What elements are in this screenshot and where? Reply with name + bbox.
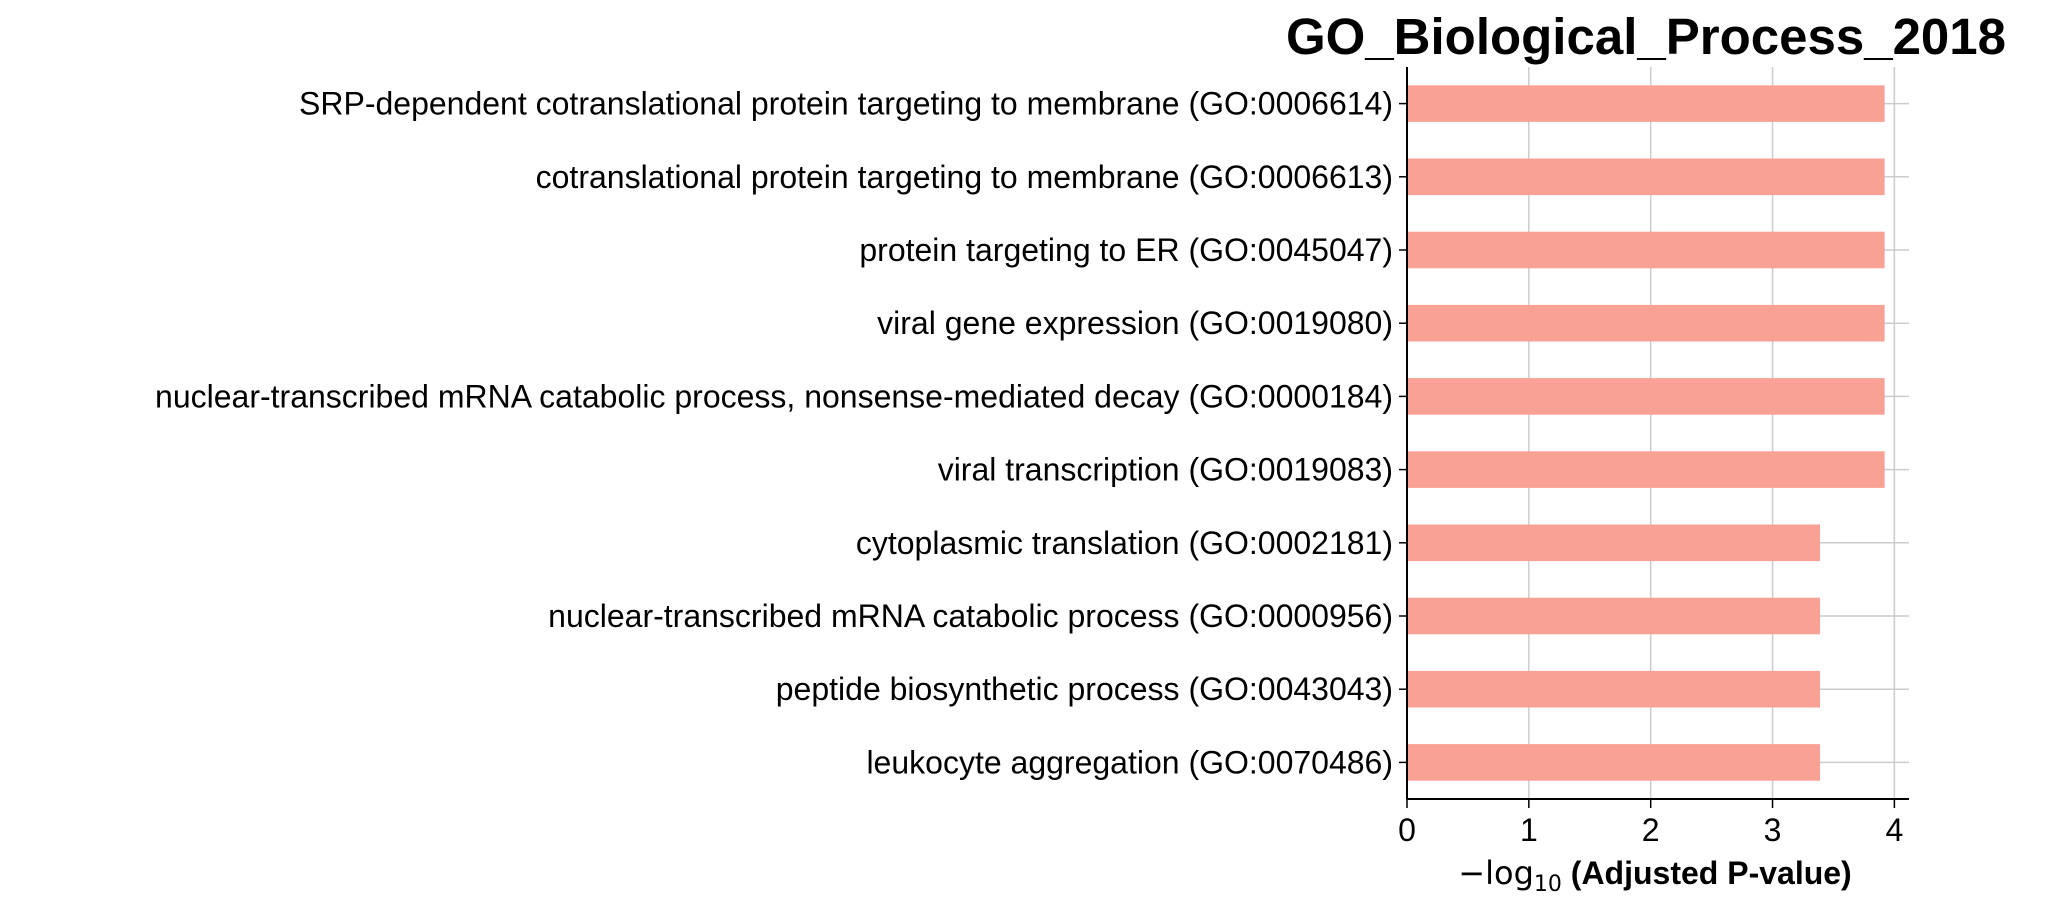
bar [1407,524,1821,562]
category-label: peptide biosynthetic process (GO:0043043… [776,671,1393,707]
x-axis-label-text: (Adjusted P-value) [1562,855,1852,891]
axes [1399,67,1909,808]
bar [1407,670,1821,708]
x-tick-labels: 0 1 2 3 4 [1398,812,1903,848]
category-label: protein targeting to ER (GO:0045047) [859,232,1393,268]
x-tick-label: 3 [1764,812,1782,848]
bar [1407,85,1885,122]
bar [1407,231,1885,269]
category-label: cytoplasmic translation (GO:0002181) [856,525,1393,561]
category-label: viral gene expression (GO:0019080) [877,305,1393,341]
category-labels: SRP-dependent cotranslational protein ta… [155,86,1393,781]
category-label: viral transcription (GO:0019083) [938,452,1393,488]
x-axis-label-subscript: 10 [1534,872,1562,897]
x-tick-label: 4 [1885,812,1903,848]
bar [1407,744,1821,781]
x-tick-label: 1 [1520,812,1538,848]
bars [1407,85,1885,781]
category-label: leukocyte aggregation (GO:0070486) [866,744,1393,780]
x-tick-label: 2 [1642,812,1660,848]
x-axis-label: −log10 (Adjusted P-value) [1458,854,1851,897]
x-axis-label-prefix: −log [1458,854,1534,892]
category-label: nuclear-transcribed mRNA catabolic proce… [155,378,1393,414]
bar [1407,158,1885,196]
category-label: nuclear-transcribed mRNA catabolic proce… [548,598,1393,634]
chart-title: GO_Biological_Process_2018 [1286,8,2006,65]
bar [1407,304,1885,342]
category-label: SRP-dependent cotranslational protein ta… [299,86,1393,122]
category-label: cotranslational protein targeting to mem… [536,159,1393,195]
bar [1407,597,1821,635]
bar [1407,378,1885,415]
bar [1407,451,1885,488]
x-tick-label: 0 [1398,812,1416,848]
